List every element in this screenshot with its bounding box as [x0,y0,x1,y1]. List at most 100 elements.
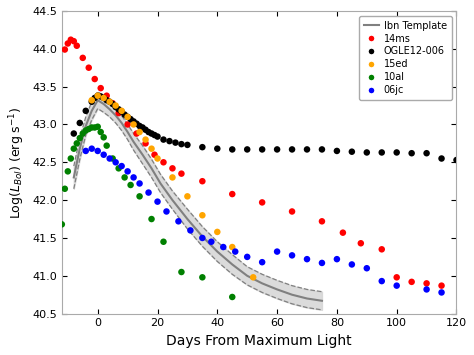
Point [145,190,152,195]
Point [79,55,87,61]
Point [393,283,401,289]
Point [199,212,206,218]
Point [148,146,155,152]
Point [228,294,236,300]
Point [228,147,236,152]
Point [82,108,90,114]
Point [94,93,101,99]
Point [124,122,131,127]
Point [183,193,191,199]
Point [73,141,81,146]
Point [64,40,72,46]
Point [124,114,131,120]
Point [288,252,296,258]
Point [393,274,401,280]
Point [103,143,110,148]
Point [142,141,149,146]
Legend: Ibn Template, 14ms, OGLE12-006, 15ed, 10al, 06jc: Ibn Template, 14ms, OGLE12-006, 15ed, 10… [359,16,452,100]
Point [453,157,460,163]
Point [172,140,179,146]
Point [115,110,122,116]
Point [124,114,131,120]
Point [109,101,117,107]
Point [333,256,341,262]
Point [244,147,251,152]
Point [423,151,430,156]
Point [136,123,143,129]
Point [318,218,326,224]
Point [67,37,74,43]
Point [67,156,74,162]
Point [94,93,101,99]
Point [258,260,266,265]
Point [187,228,194,233]
Point [178,269,185,275]
Point [106,156,113,162]
Point [148,131,155,136]
Point [91,125,99,130]
Point [160,239,167,245]
Point [82,148,90,154]
Point [378,278,385,284]
Point [100,135,108,140]
Point [348,149,356,154]
Point [273,147,281,152]
Point [163,209,170,214]
Point [258,147,266,152]
Point [249,274,257,280]
Point [438,290,446,295]
Point [199,178,206,184]
Point [423,280,430,286]
Point [112,104,119,110]
Point [318,260,326,266]
Point [76,135,83,141]
Point [130,119,137,124]
Point [151,132,158,138]
Point [166,138,173,144]
Point [106,99,113,105]
Point [273,249,281,255]
Point [130,122,137,127]
Point [363,266,371,271]
Point [423,286,430,292]
Point [127,116,135,122]
Point [127,182,135,188]
Point [213,146,221,152]
Point [97,85,104,91]
Point [151,152,158,158]
Point [208,239,215,245]
Point [178,171,185,176]
Point [94,124,101,130]
Point [169,175,176,180]
Point [142,137,149,142]
X-axis label: Days From Maximum Light: Days From Maximum Light [166,334,352,348]
Point [378,246,385,252]
Point [121,112,128,118]
Point [219,244,227,250]
Point [103,97,110,103]
Point [91,76,99,82]
Point [303,256,311,262]
Point [61,186,69,192]
Point [154,199,161,204]
Point [109,100,117,106]
Point [408,151,415,156]
Point [178,141,185,147]
Point [154,134,161,140]
Point [408,279,415,285]
Point [100,95,108,101]
Point [91,95,99,101]
Point [118,163,126,169]
Point [73,43,81,49]
Point [438,156,446,162]
Point [231,249,239,255]
Point [88,99,96,105]
Point [174,218,182,224]
Point [228,191,236,197]
Point [118,109,126,114]
Point [393,149,401,155]
Point [339,230,346,235]
Point [118,108,126,114]
Point [82,128,90,133]
Point [258,200,266,205]
